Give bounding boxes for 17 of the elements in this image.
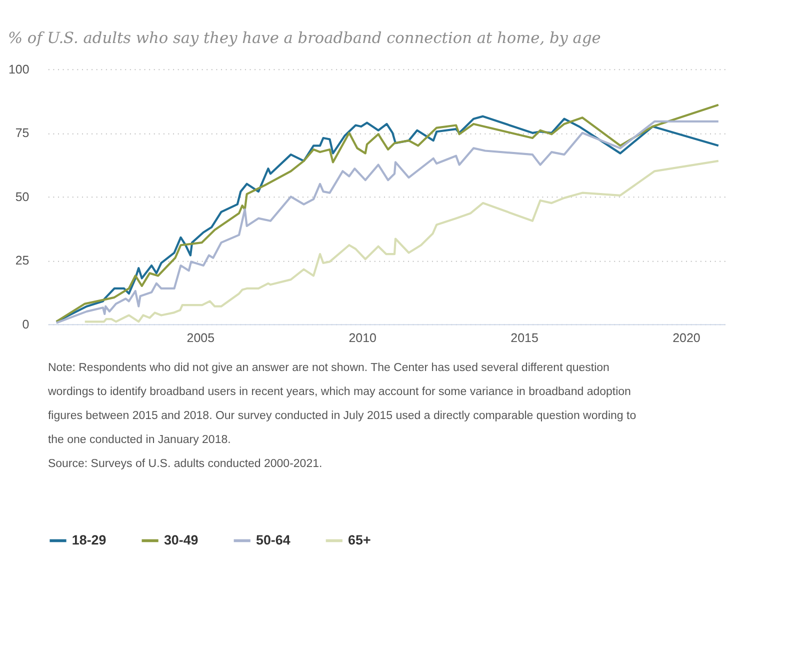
source-note: Source: Surveys of U.S. adults conducted 2000-2021. [48, 458, 322, 470]
x-tick-label: 2015 [510, 330, 538, 345]
text: Note: Respondents who did not give an answer are not shown. The Center has used several different question wordings to identify broadband users in recent years, which may account for some variance in broadband adoption figures between 2015 and 2018. Our survey conducted in July 2015 used a directly comparable question wording to the one conducted in January 2018. [46, 362, 636, 446]
x-tick-label: 2020 [672, 330, 700, 345]
x-tick-label: 2010 [348, 330, 377, 345]
y-tick-label: 75 [15, 126, 30, 140]
y-tick-label: 0 [22, 318, 30, 332]
legend-label: 18-29 [72, 532, 106, 548]
y-tick-label: 50 [15, 190, 30, 204]
legend-label: 65+ [348, 532, 371, 548]
legend-label: 50-64 [256, 532, 291, 548]
x-tick-label: 2005 [186, 330, 215, 345]
line-series [84, 160, 720, 323]
legend-label: 30-49 [164, 532, 198, 548]
y-tick-label: 100 [8, 62, 30, 76]
y-tick-label: 25 [15, 254, 30, 268]
chart-subtitle: % of U.S. adults who say they have a broadband connection at home, by age [8, 29, 601, 48]
